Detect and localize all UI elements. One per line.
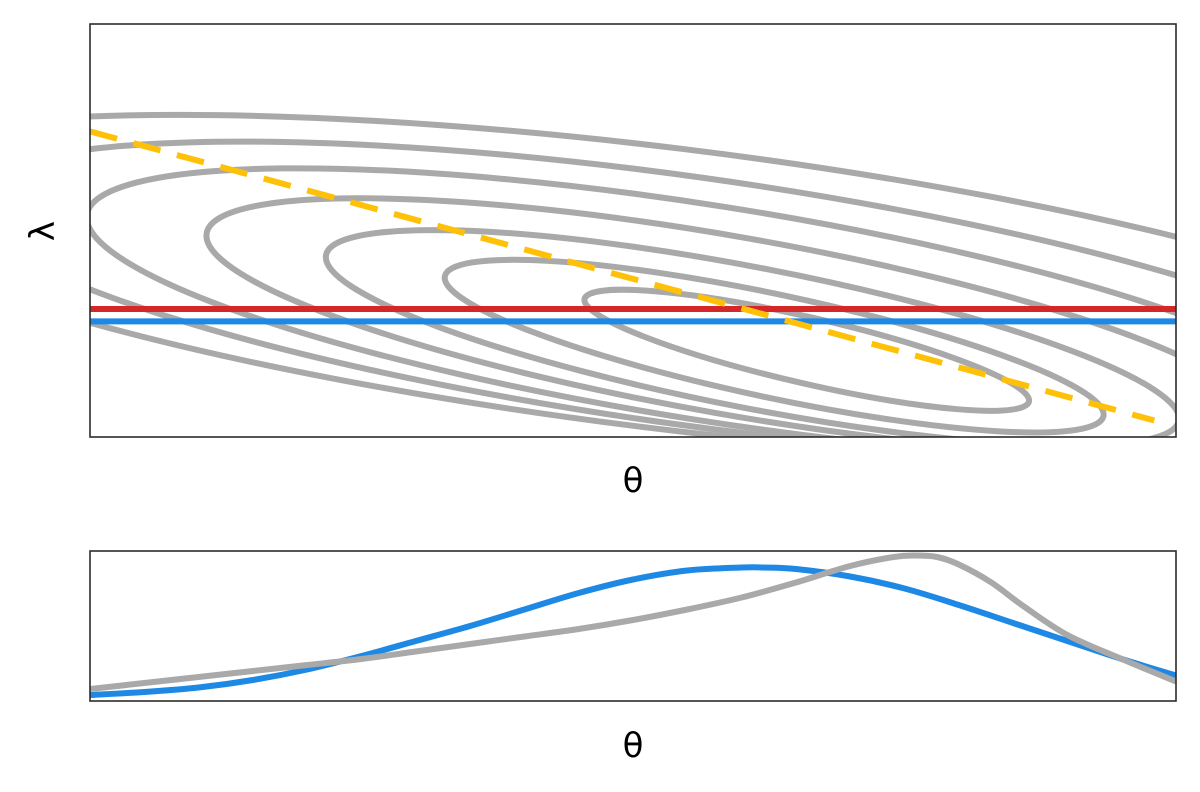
- top-x-axis-label: θ: [623, 461, 644, 501]
- top-axes-frame: [89, 23, 1177, 438]
- contour-level-7: [90, 111, 1176, 437]
- bottom-x-axis-label: θ: [623, 726, 644, 766]
- top-series-group: [90, 128, 1176, 424]
- contour-level-5: [90, 165, 1176, 437]
- contour-level-6: [90, 138, 1176, 437]
- contour-level-3: [322, 227, 1176, 437]
- bottom-panel: θ: [89, 550, 1177, 766]
- gray-density-curve: [90, 552, 1176, 692]
- contour-level-2: [441, 256, 1107, 436]
- top-panel: θ λ: [23, 23, 1177, 501]
- yellow-dashed-line: [90, 128, 1156, 424]
- bottom-axes-frame: [89, 550, 1177, 702]
- bottom-series-group: [90, 552, 1176, 698]
- contour-group: [90, 111, 1176, 437]
- contour-level-4: [203, 195, 1176, 437]
- contour-level-1: [581, 286, 1033, 414]
- top-y-axis-label: λ: [23, 221, 63, 241]
- blue-density-curve: [90, 564, 1176, 698]
